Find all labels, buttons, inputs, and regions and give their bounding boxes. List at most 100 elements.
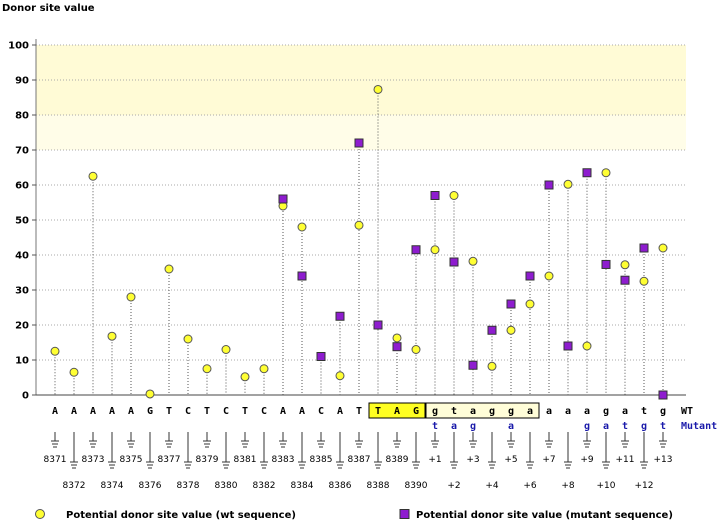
wt-base: T [204,406,210,417]
wt-point [468,256,478,266]
position-label: 8384 [291,481,314,491]
y-tick-label: 90 [15,76,29,87]
mutant-point [525,271,535,281]
wt-base: G [147,406,153,417]
mutant-point [658,390,668,400]
wt-base: t [641,406,647,417]
mutant-point [582,168,592,178]
legend-mutant-label: Potential donor site value (mutant seque… [416,510,673,520]
wt-base: t [451,406,457,417]
wt-base: g [432,406,438,417]
position-label: +2 [447,481,460,491]
y-tick-label: 70 [15,146,29,157]
wt-point [639,276,649,286]
position-label: 8376 [139,481,162,491]
position-label: 8378 [177,481,200,491]
wt-base: A [128,406,134,417]
wt-base: T [356,406,362,417]
mutant-base: g [584,421,590,432]
legend-mutant-marker [399,509,410,519]
mutant-point [430,191,440,200]
mutant-point [278,194,288,204]
wt-base: A [109,406,115,417]
y-tick-label: 30 [15,286,29,297]
wt-point [335,371,345,381]
position-label: 8386 [329,481,352,491]
position-label: 8379 [196,455,219,465]
wt-base: a [584,406,590,417]
y-tick-label: 100 [8,41,29,52]
y-tick-label: 80 [15,111,29,122]
legend-wt-label: Potential donor site value (wt sequence) [66,510,296,520]
wt-point [487,361,497,371]
y-tick-label: 40 [15,251,29,262]
wt-point [525,299,535,309]
wt-point [449,191,459,200]
position-label: 8373 [82,455,105,465]
wt-point [50,346,60,356]
grid-lines [36,44,686,361]
position-ticks: 8371 8372 8373 8374 8375 8376 8377 8378 8379 8380… [44,432,673,491]
wt-base: C [261,406,267,417]
mutant-row-label: Mutant [681,421,717,432]
position-label: +5 [504,455,517,465]
position-label: 8374 [101,481,124,491]
wt-base: A [52,406,58,417]
sequence-highlight-boxes [368,402,540,419]
y-tick-label: 60 [15,181,29,192]
wt-point [430,245,440,255]
wt-base: T [242,406,248,417]
position-label: +9 [580,455,594,465]
position-label: +1 [428,455,441,465]
wt-point [69,367,79,377]
wt-point [620,260,630,270]
threshold-bands [36,45,686,150]
position-label: 8388 [367,481,390,491]
mutant-base: t [660,421,666,432]
wt-point [544,271,554,281]
wt-point [563,179,573,189]
mutant-point [620,275,630,285]
wt-base: T [166,406,172,417]
wt-point [107,331,117,341]
wt-point [373,84,383,94]
y-tick-label: 0 [22,391,29,402]
mutant-base: t [622,421,628,432]
wt-base: G [413,406,419,417]
wt-point [183,334,193,344]
wt-point [354,220,364,230]
y-tick-label: 20 [15,321,29,332]
wt-point [658,243,668,253]
position-label: 8375 [120,455,143,465]
wt-point [145,389,155,399]
position-label: 8389 [386,455,409,465]
y-tick-label: 50 [15,216,29,227]
position-label: 8372 [63,481,86,491]
mutant-point [316,352,326,361]
mutant-base: g [470,421,476,432]
mutant-point [601,259,611,269]
wt-point [88,171,98,181]
y-tick-label: 10 [15,356,29,367]
position-label: +8 [561,481,575,491]
wt-base: A [71,406,77,417]
exon-highlight-box [368,402,426,419]
wt-base: a [565,406,571,417]
mutant-point [354,138,364,148]
mutant-point [297,271,307,281]
legend-wt-marker [35,509,45,519]
legend: Potential donor site value (wt sequence)… [35,509,673,520]
mutant-point [468,360,478,370]
mutant-base: t [432,421,438,432]
wt-base: A [394,406,400,417]
wt-point [164,264,174,274]
wt-point [297,222,307,232]
position-label: 8383 [272,455,295,465]
wt-base: g [660,406,666,417]
mutant-point [487,325,497,335]
wt-base: a [470,406,476,417]
position-label: 8377 [158,455,181,465]
position-label: 8385 [310,455,333,465]
position-label: +13 [654,455,673,465]
